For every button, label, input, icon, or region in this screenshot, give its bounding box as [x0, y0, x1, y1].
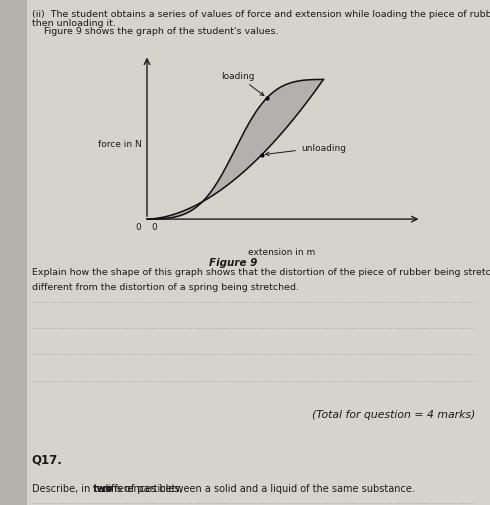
Polygon shape	[147, 80, 323, 220]
Text: (Total for question = 4 marks): (Total for question = 4 marks)	[312, 410, 475, 420]
Text: Figure 9: Figure 9	[209, 258, 257, 268]
Text: Q17.: Q17.	[32, 452, 63, 466]
Text: Describe, in terms of particles,: Describe, in terms of particles,	[32, 483, 186, 493]
Text: unloading: unloading	[266, 143, 346, 157]
Text: 0: 0	[135, 222, 141, 231]
Text: then unloading it.: then unloading it.	[32, 19, 116, 28]
Text: different from the distortion of a spring being stretched.: different from the distortion of a sprin…	[32, 283, 299, 292]
Text: (ii)  The student obtains a series of values of force and extension while loadin: (ii) The student obtains a series of val…	[32, 10, 490, 19]
Text: two: two	[93, 483, 114, 493]
Text: 0: 0	[151, 222, 157, 231]
Text: differences between a solid and a liquid of the same substance.: differences between a solid and a liquid…	[99, 483, 415, 493]
Text: Explain how the shape of this graph shows that the distortion of the piece of ru: Explain how the shape of this graph show…	[32, 268, 490, 277]
Text: Figure 9 shows the graph of the student's values.: Figure 9 shows the graph of the student'…	[32, 27, 278, 36]
Text: extension in m: extension in m	[248, 247, 316, 257]
Text: force in N: force in N	[98, 139, 142, 148]
Bar	[0, 0, 27, 505]
Text: loading: loading	[221, 72, 264, 96]
